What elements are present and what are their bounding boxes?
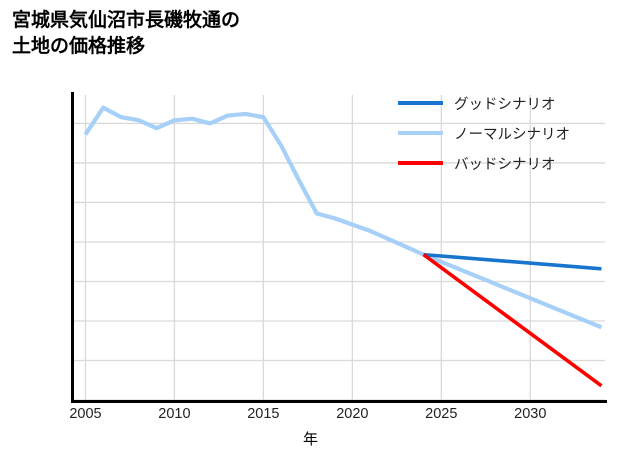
legend-item[interactable]: グッドシナリオ bbox=[398, 88, 613, 118]
legend-color-swatch bbox=[398, 101, 443, 105]
x-axis-title: 年 bbox=[302, 431, 318, 448]
series-lines bbox=[83, 105, 603, 388]
y-axis-spine bbox=[71, 92, 74, 403]
plot-area bbox=[71, 92, 607, 403]
x-tick-label: 2025 bbox=[425, 406, 458, 422]
series-line bbox=[423, 252, 602, 271]
series-line bbox=[83, 105, 603, 330]
legend-item[interactable]: バッドシナリオ bbox=[398, 148, 613, 178]
plot-background bbox=[73, 95, 605, 400]
legend-item[interactable]: ノーマルシナリオ bbox=[398, 118, 613, 148]
x-tick-label: 2020 bbox=[336, 406, 369, 422]
chart-legend: グッドシナリオ ノーマルシナリオ バッドシナリオ bbox=[398, 88, 613, 178]
legend-color-swatch bbox=[398, 131, 443, 135]
legend-color-swatch bbox=[398, 161, 443, 165]
grid-lines bbox=[73, 95, 605, 401]
legend-item-label: バッドシナリオ bbox=[454, 156, 556, 173]
legend-item-label: グッドシナリオ bbox=[454, 96, 556, 113]
x-tick-label: 2030 bbox=[514, 406, 547, 422]
x-tick-label: 2005 bbox=[69, 406, 102, 422]
x-tick-label: 2010 bbox=[158, 406, 191, 422]
x-tick-label: 2015 bbox=[247, 406, 280, 422]
legend-item-label: ノーマルシナリオ bbox=[454, 126, 570, 143]
series-line bbox=[422, 253, 603, 388]
x-axis-spine bbox=[71, 400, 607, 403]
chart-title: 宮城県気仙沼市長磯牧通の 土地の価格推移 bbox=[12, 10, 241, 57]
